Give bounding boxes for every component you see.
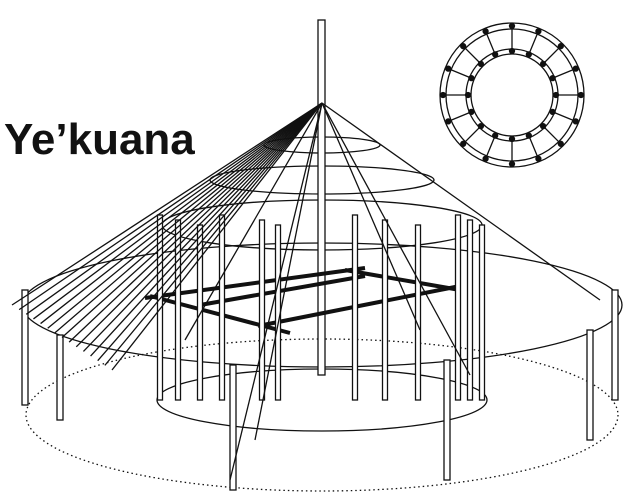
rafter	[321, 102, 601, 301]
plan-post	[508, 47, 516, 55]
plan-spoke	[542, 125, 562, 145]
plan-spoke	[462, 45, 482, 65]
inner-post	[218, 214, 226, 401]
rafter	[321, 102, 421, 331]
plan-post	[492, 132, 499, 139]
inner-post	[454, 214, 462, 401]
inner-post	[156, 214, 164, 401]
rafter	[75, 102, 323, 348]
plan-post	[549, 108, 556, 115]
plan-post	[445, 118, 452, 125]
title: Ye’kuana	[4, 115, 195, 164]
plan-spoke	[528, 135, 540, 159]
plan-post	[460, 140, 467, 147]
inner-post	[351, 214, 359, 401]
plan-post	[535, 155, 542, 162]
plan-post	[492, 51, 499, 58]
beams	[144, 266, 461, 335]
rafter	[321, 102, 471, 376]
plan-post	[508, 135, 516, 143]
outer-post	[56, 334, 64, 421]
inner-post	[174, 219, 182, 401]
plan-post	[525, 51, 532, 58]
outer-post	[611, 289, 619, 401]
plan-post	[552, 91, 560, 99]
plan-spoke	[484, 135, 496, 159]
plan-view	[439, 22, 585, 168]
plan-post	[539, 122, 547, 130]
rafter	[11, 102, 323, 306]
rafter	[18, 102, 323, 311]
plan-post	[557, 140, 564, 147]
rafter	[68, 102, 323, 343]
plan-post	[577, 91, 585, 99]
plan-spoke	[448, 67, 472, 79]
rafter	[82, 102, 323, 352]
plan-post	[439, 91, 447, 99]
outer-post	[443, 359, 451, 481]
inner-post	[414, 224, 422, 401]
plan-post	[477, 122, 485, 130]
rafter	[229, 102, 323, 481]
rafter	[90, 102, 323, 357]
rafter	[254, 102, 323, 441]
rafter	[33, 102, 323, 320]
plan-spoke	[528, 31, 540, 55]
rafter	[25, 102, 323, 315]
plan-post	[508, 22, 516, 30]
outer-post	[229, 364, 237, 491]
rafter	[47, 102, 323, 329]
inner-post	[258, 219, 266, 401]
plan-post	[525, 132, 532, 139]
inner-post	[478, 224, 486, 401]
rafter	[61, 102, 323, 338]
inner-wall-bottom	[156, 368, 488, 432]
plan-spoke	[462, 125, 482, 145]
plan-spoke	[448, 111, 472, 123]
plan-post	[460, 43, 467, 50]
plan-post	[572, 118, 579, 125]
rafter	[111, 102, 323, 371]
plan-post	[482, 28, 489, 35]
plan-post	[464, 91, 472, 99]
plan-spoke	[552, 67, 576, 79]
central-pole	[317, 19, 326, 376]
plan-post	[549, 75, 556, 82]
rafter	[54, 102, 323, 334]
rafter	[104, 102, 323, 366]
plan-post	[539, 60, 547, 68]
house-drawing	[11, 19, 623, 492]
plan-post	[482, 155, 489, 162]
plan-post	[535, 28, 542, 35]
outer-post	[21, 289, 29, 406]
plan-post	[468, 108, 475, 115]
inner-post	[381, 219, 389, 401]
rafter	[40, 102, 323, 325]
plan-post	[477, 60, 485, 68]
rafter	[97, 102, 323, 362]
plan-spoke	[484, 31, 496, 55]
plan-post	[572, 65, 579, 72]
plan-spoke	[552, 111, 576, 123]
plan-post	[445, 65, 452, 72]
plan-post	[557, 43, 564, 50]
plan-post	[508, 160, 516, 168]
plan-post	[468, 75, 475, 82]
outer-post	[586, 329, 594, 441]
plan-spoke	[542, 45, 562, 65]
plan-ring	[470, 53, 554, 137]
inner-post	[466, 219, 474, 401]
inner-post	[196, 224, 204, 401]
rafter	[184, 102, 323, 341]
